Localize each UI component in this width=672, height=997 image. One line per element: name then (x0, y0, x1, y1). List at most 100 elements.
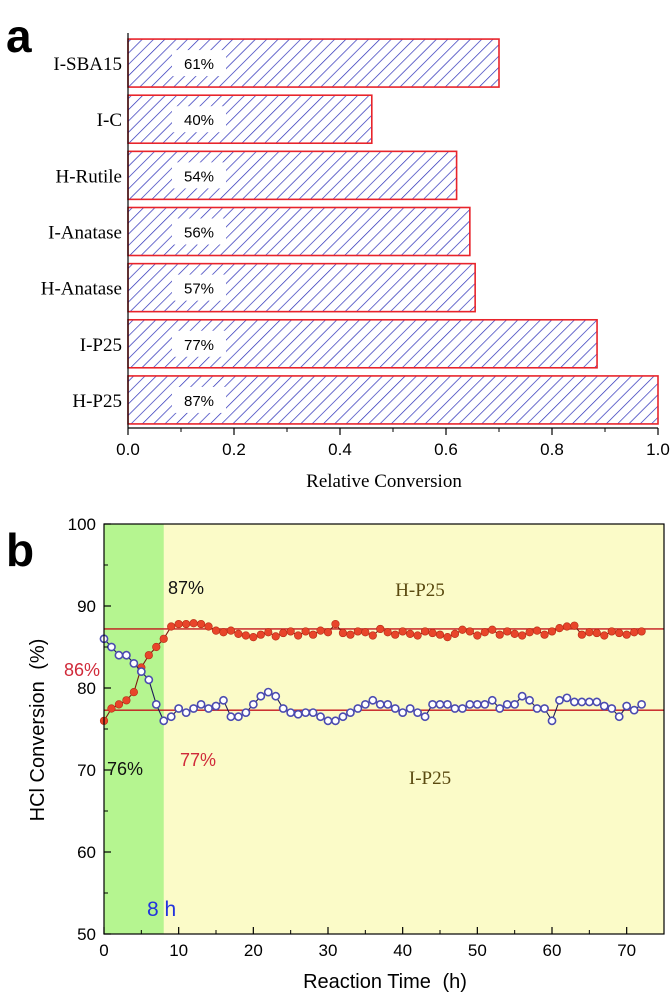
series-0-point-55 (510, 629, 519, 638)
series-1-point-40 (398, 708, 408, 717)
series-0-point-22 (264, 628, 273, 637)
series-1-point-6 (144, 675, 154, 685)
series-1-point-36 (368, 695, 378, 705)
bar-label-box-3 (172, 218, 226, 245)
series-0-point-23 (271, 632, 280, 641)
series-0-point-29 (316, 626, 325, 635)
series-0-point-30 (323, 628, 333, 637)
panel-a-xtick-label-5: 1.0 (646, 440, 670, 459)
series-1-point-59 (540, 704, 549, 713)
panel-b-ylabel-unit: (%) (27, 639, 49, 670)
series-0-point-19 (241, 631, 250, 640)
bar-label-box-6 (172, 386, 226, 413)
series-1-point-23 (271, 691, 281, 701)
series-0-point-53 (495, 630, 504, 639)
panel-b-ytick-label-2: 70 (77, 761, 96, 780)
series-0-point-37 (376, 624, 385, 634)
bar-label-box-0 (172, 50, 226, 77)
panel-a-xtick-label-3: 0.6 (434, 440, 458, 459)
series-0-point-69 (615, 628, 624, 638)
series-0-point-44 (428, 628, 437, 638)
bar-1 (127, 94, 373, 145)
series-0-point-72 (637, 627, 646, 636)
series-1-point-53 (495, 704, 505, 713)
series-0-point-2 (114, 700, 124, 709)
bar-value-label-3: 56% (184, 225, 214, 242)
bar-label-box-1 (172, 106, 226, 133)
series-0-point-27 (301, 627, 310, 636)
series-0-point-56 (518, 631, 527, 640)
panel-a-label: a (6, 10, 32, 62)
series-0-point-47 (450, 629, 460, 638)
panel-b-xlabel-text: Reaction Time (303, 971, 431, 993)
series-1-point-33 (345, 708, 355, 717)
series-1-point-41 (405, 704, 415, 713)
panel-b-xtick-label-2: 20 (244, 941, 263, 960)
series-0-point-6 (144, 651, 153, 660)
series-0-point-70 (622, 630, 631, 639)
series-1-point-38 (383, 700, 393, 709)
panel-b-ytick-label-3: 80 (77, 679, 96, 698)
series-0-point-52 (488, 625, 497, 634)
series-1-point-19 (241, 708, 251, 717)
panel-b-xtick-label-7: 70 (617, 941, 636, 960)
annotation-1: I-P25 (409, 768, 451, 789)
series-0-point-64 (577, 630, 586, 639)
annotation-2: 87% (168, 578, 204, 598)
bar-label-box-5 (172, 330, 226, 357)
panel-b-ylabel: HCl Conversion (%) (27, 639, 49, 822)
series-1-point-70 (622, 701, 632, 711)
panel-b-xtick-label-3: 30 (319, 941, 338, 960)
series-0-point-46 (443, 633, 452, 642)
series-0-point-38 (383, 628, 392, 637)
series-0-point-21 (256, 630, 265, 639)
series-0-point-17 (226, 626, 236, 635)
series-1-point-49 (465, 700, 475, 709)
series-1-point-45 (435, 700, 445, 709)
series-0-point-54 (503, 627, 512, 636)
series-0-point-28 (308, 630, 318, 639)
plot-background (104, 524, 664, 934)
series-0-point-62 (562, 622, 572, 631)
series-0-point-33 (346, 630, 355, 639)
series-1-point-66 (592, 697, 602, 707)
series-0-point-43 (420, 627, 430, 636)
series-0-point-1 (107, 704, 116, 713)
series-0-point-61 (555, 624, 564, 633)
series-1-point-30 (323, 716, 333, 726)
panel-a-xtick-label-4: 0.8 (540, 440, 564, 459)
series-1-point-63 (570, 697, 579, 707)
category-label-0: I-SBA15 (53, 54, 122, 75)
series-1-point-55 (510, 700, 520, 709)
series-0-point-7 (152, 642, 161, 652)
series-1-point-51 (480, 700, 490, 709)
series-1-point-32 (338, 712, 348, 722)
category-label-5: I-P25 (80, 335, 122, 356)
series-1-point-37 (375, 700, 385, 709)
series-1-point-20 (248, 700, 258, 709)
bar-value-label-4: 57% (184, 281, 214, 298)
series-0-point-32 (338, 628, 348, 638)
series-1-point-12 (189, 704, 198, 713)
series-1-point-8 (159, 716, 169, 726)
panel-b-label: b (6, 524, 34, 576)
series-1-point-42 (413, 708, 422, 717)
series-0-point-45 (435, 630, 445, 639)
bar-value-label-5: 77% (184, 337, 214, 354)
series-1-point-61 (555, 695, 564, 705)
panel-b-xlabel: Reaction Time (h) (303, 971, 467, 993)
series-1-point-39 (390, 704, 400, 713)
series-0-point-67 (600, 631, 609, 640)
series-1-point-57 (525, 695, 534, 705)
series-1-point-52 (487, 695, 497, 705)
series-1-point-22 (263, 687, 273, 697)
panel-b-xtick-label-5: 50 (468, 941, 487, 960)
bar-value-label-0: 61% (184, 56, 214, 73)
series-1-point-58 (532, 704, 542, 713)
series-1-point-16 (219, 695, 228, 705)
series-0-point-15 (211, 626, 221, 635)
series-0-point-59 (540, 630, 549, 639)
series-1-point-44 (428, 700, 437, 709)
series-0-point-36 (368, 631, 377, 640)
